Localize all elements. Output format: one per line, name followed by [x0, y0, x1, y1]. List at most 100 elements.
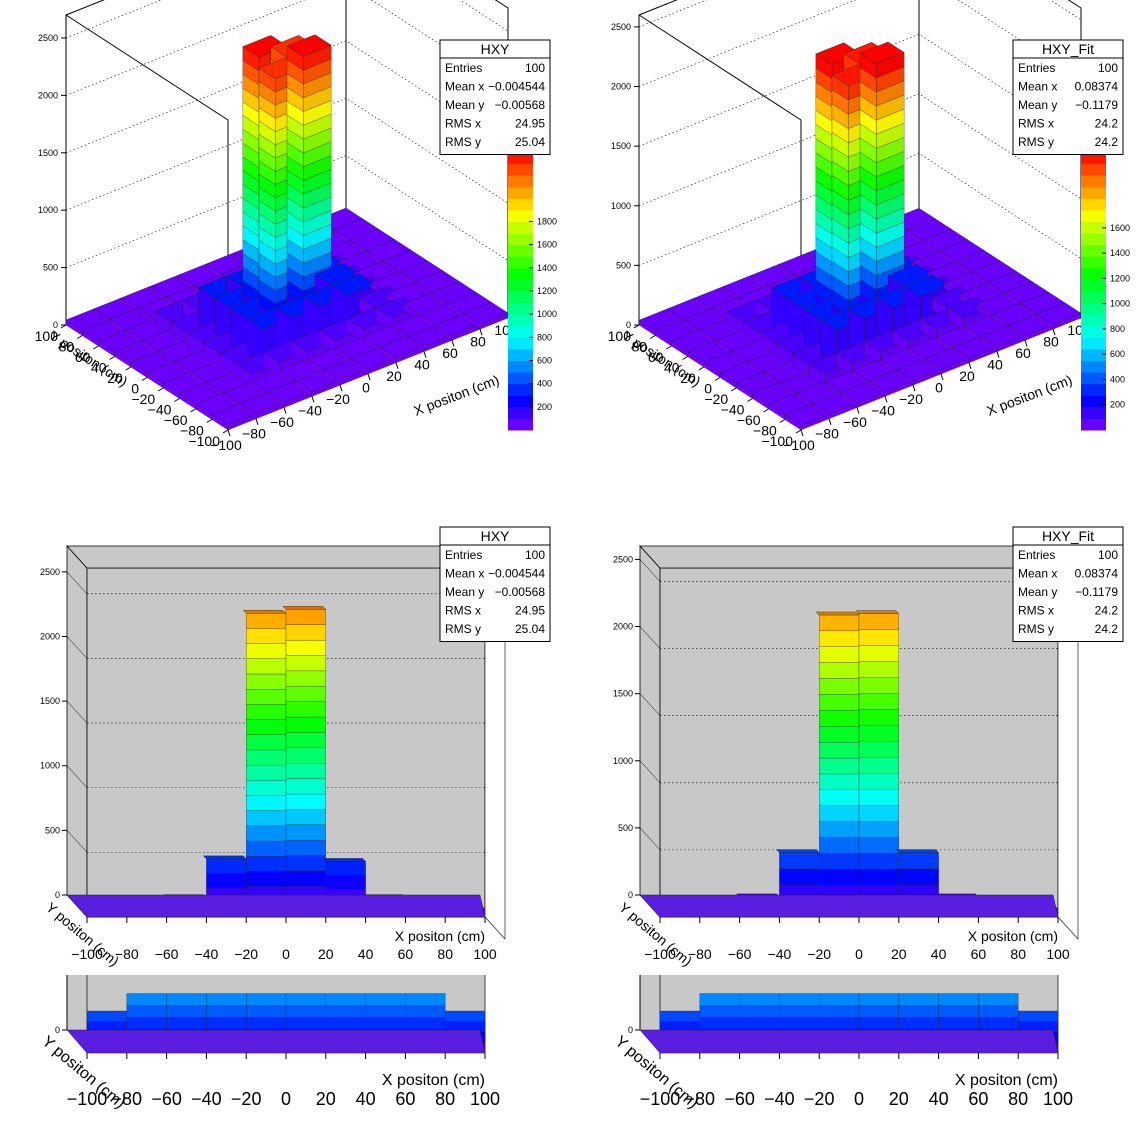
- bottom-right-bar-seg: [819, 757, 860, 775]
- bottom-left-zoom-bar-seg: [166, 1017, 207, 1030]
- bottom-left-bar-seg: [285, 686, 326, 702]
- top-left-xlabel-9: 80: [470, 334, 486, 350]
- top-right-stats-value-2: −0.1179: [1075, 98, 1118, 112]
- top-right-ytick-1: [649, 335, 656, 339]
- bottom-right-bar-seg: [819, 710, 860, 727]
- bottom-left-zoom-xlabel-8: 60: [395, 1089, 415, 1109]
- top-right-colz-seg: [1081, 279, 1106, 292]
- top-right-zgrid-5: [638, 0, 1082, 28]
- bottom-right-xaxis-title: X positon (cm): [968, 928, 1058, 944]
- bottom-right-bar-seg: [819, 614, 860, 632]
- bottom-left-zoom-bar-seg: [405, 1017, 446, 1030]
- bottom-right-top-wall: [639, 545, 1059, 569]
- top-left-xtick-2: [283, 407, 287, 414]
- bottom-right-zlabel-1: 500: [618, 823, 633, 833]
- top-right-colz-seg: [1081, 360, 1106, 373]
- bottom-right-bar-top: [815, 611, 860, 616]
- bottom-left-bar-seg: [285, 655, 326, 672]
- top-right-zgrid-3: [638, 33, 1082, 147]
- bottom-right-zoom-bar-seg: [978, 1017, 1019, 1030]
- bottom-right-zoom-bar-seg: [978, 1005, 1019, 1018]
- bottom-right-bar-5: [855, 610, 900, 918]
- top-left-xtick-3: [311, 396, 315, 403]
- bottom-left-zgrid-side-3: [66, 700, 88, 724]
- top-left-stats-value-2: −0.00568: [495, 98, 546, 112]
- top-right-stats-label-2: Mean y: [1018, 98, 1057, 112]
- bottom-right-zlabel-4: 2000: [613, 622, 633, 632]
- bottom-left-zoom-xlabel-7: 40: [356, 1089, 376, 1109]
- top-right-ylabel-5: 0: [704, 381, 712, 397]
- top-left-stats-label-1: Mean x: [445, 80, 484, 94]
- top-left-stats-value-1: −0.004544: [488, 80, 545, 94]
- bottom-left-bar-seg: [246, 795, 287, 811]
- bottom-left-bar-seg: [246, 689, 287, 705]
- bottom-right-bar-seg: [858, 629, 899, 646]
- top-right-colz-label-7: 1600: [1110, 223, 1130, 233]
- top-right-stats-value-4: 24.2: [1095, 135, 1119, 149]
- top-right-colz-seg: [1081, 383, 1106, 396]
- bottom-left-stats-value-4: 25.04: [515, 622, 545, 636]
- top-right-colz-seg: [1081, 314, 1106, 327]
- bottom-left-zoom-xlabel-2: −60: [151, 1089, 182, 1109]
- top-right-colz-label-0: 200: [1110, 400, 1125, 410]
- bottom-left-zoom-bar-seg: [166, 993, 207, 1006]
- bottom-right-bar-seg: [858, 757, 899, 774]
- bottom-right-bar-seg: [819, 821, 860, 838]
- bottom-left-bar-seg: [206, 873, 247, 889]
- top-left-colz-label-6: 1400: [537, 263, 557, 273]
- bottom-right-bar-seg: [819, 805, 860, 822]
- top-right-ytick-6: [730, 387, 737, 392]
- bottom-right-bar-seg: [858, 868, 899, 886]
- bottom-left-zoom-bar-seg: [166, 1005, 207, 1018]
- bottom-right-zoom-xlabel-6: 20: [889, 1089, 909, 1109]
- top-right-xlabel-7: 40: [987, 357, 1003, 373]
- top-right-xlabel-4: −20: [899, 391, 923, 407]
- top-left-ylabel-4: 20: [107, 370, 123, 386]
- top-right-ylabel-3: 40: [664, 360, 680, 376]
- bottom-right-bar-4: [815, 611, 860, 918]
- bottom-right-zoom-bar-seg: [938, 993, 979, 1006]
- top-right-colz-label-5: 1200: [1110, 273, 1130, 283]
- bottom-right-stats-value-1: 0.08374: [1075, 567, 1119, 581]
- bottom-left-zlabel-0: 0: [55, 890, 60, 900]
- top-left-ylabel-0: 100: [35, 328, 59, 344]
- top-left-colz-seg: [508, 337, 533, 350]
- bottom-left-bar-seg: [285, 701, 326, 718]
- top-right-colz-seg: [1081, 209, 1106, 222]
- top-right-colz-seg: [1081, 198, 1106, 211]
- top-right-xaxis-title: X positon (cm): [984, 372, 1074, 419]
- bottom-left-xlabel-10: 100: [473, 946, 497, 962]
- top-left-xlabel-6: 20: [386, 368, 402, 384]
- top-left-bar-top: [286, 34, 332, 57]
- top-left-colz-seg: [508, 372, 533, 385]
- top-left-stats-label-0: Entries: [445, 61, 482, 75]
- top-left-ytick-8: [190, 408, 196, 413]
- bottom-right-zlabel-5: 2500: [613, 554, 633, 564]
- top-right-colz-seg: [1081, 186, 1106, 199]
- bottom-right-bar-seg: [858, 741, 899, 758]
- top-right-ytick-9: [779, 419, 786, 423]
- bottom-left-zoom-bar-seg: [246, 1017, 287, 1030]
- bottom-right-zoom-bar-seg: [898, 1017, 939, 1030]
- top-left-colz-label-4: 1000: [537, 309, 557, 319]
- bottom-left-zoom-bar-seg: [365, 1017, 406, 1030]
- bottom-right-stats-title: HXY_Fit: [1042, 528, 1094, 544]
- bottom-right-bar-seg: [858, 645, 899, 662]
- top-right-zlabel-2: 1000: [611, 201, 631, 211]
- bottom-left-stats-label-3: RMS x: [445, 604, 481, 618]
- top-left-ytick-6: [157, 387, 164, 392]
- bottom-left-bar-seg: [246, 613, 287, 629]
- top-right-colz-seg: [1081, 337, 1106, 350]
- bottom-right-zoom-zlabel: 0: [628, 1025, 633, 1035]
- bottom-left-bar-seg: [246, 719, 287, 735]
- top-left-zlabel-1: 500: [43, 263, 58, 273]
- bottom-left-zgrid-side-4: [66, 636, 88, 659]
- bottom-right-stats-value-0: 100: [1098, 548, 1118, 562]
- bottom-left-stats-title: HXY: [481, 528, 510, 544]
- top-right-xtick-2: [856, 407, 860, 414]
- top-right-ylabel-0: 100: [608, 328, 632, 344]
- top-left-colz-seg: [508, 256, 533, 269]
- top-right-zgrid-1: [638, 153, 1082, 266]
- bottom-right-zoom-bar-seg: [858, 993, 899, 1006]
- bottom-left-bar-seg: [246, 643, 287, 659]
